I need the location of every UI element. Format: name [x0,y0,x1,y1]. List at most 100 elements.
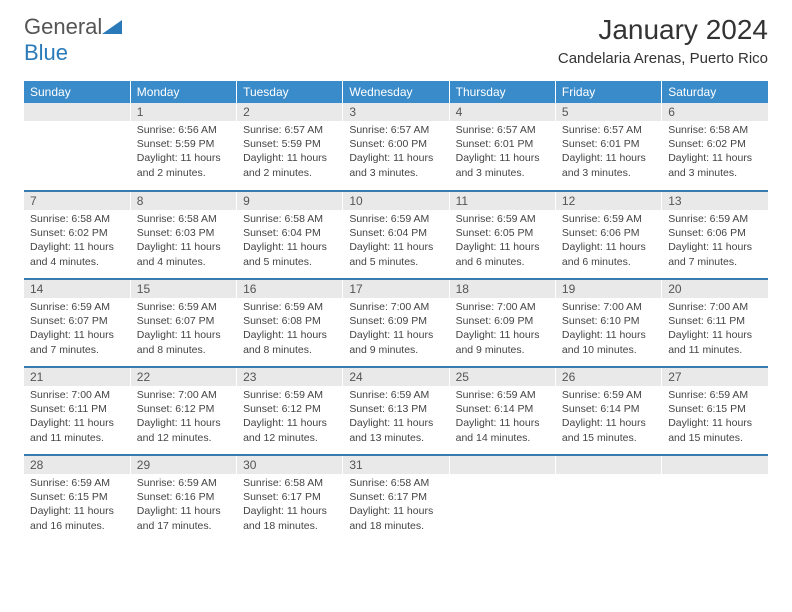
sunrise-line: Sunrise: 6:59 AM [668,389,748,401]
daylight-line: Daylight: 11 hours and 18 minutes. [349,505,433,531]
calendar-cell: 14Sunrise: 6:59 AMSunset: 6:07 PMDayligh… [24,279,130,367]
sunset-line: Sunset: 6:17 PM [349,491,427,503]
sunrise-line: Sunrise: 6:56 AM [137,124,217,136]
day-details: Sunrise: 6:59 AMSunset: 6:08 PMDaylight:… [237,298,342,361]
calendar-cell: 17Sunrise: 7:00 AMSunset: 6:09 PMDayligh… [343,279,449,367]
day-details: Sunrise: 6:59 AMSunset: 6:06 PMDaylight:… [556,210,661,273]
calendar-cell: 19Sunrise: 7:00 AMSunset: 6:10 PMDayligh… [555,279,661,367]
daylight-line: Daylight: 11 hours and 3 minutes. [349,152,433,178]
daylight-line: Daylight: 11 hours and 4 minutes. [30,241,114,267]
daylight-line: Daylight: 11 hours and 11 minutes. [30,417,114,443]
sunrise-line: Sunrise: 6:59 AM [668,213,748,225]
calendar-cell: 9Sunrise: 6:58 AMSunset: 6:04 PMDaylight… [237,191,343,279]
weekday-header: Friday [555,81,661,103]
daylight-line: Daylight: 11 hours and 6 minutes. [456,241,540,267]
sunset-line: Sunset: 6:16 PM [137,491,215,503]
calendar-cell: 16Sunrise: 6:59 AMSunset: 6:08 PMDayligh… [237,279,343,367]
day-details: Sunrise: 6:58 AMSunset: 6:17 PMDaylight:… [237,474,342,537]
sunset-line: Sunset: 6:13 PM [349,403,427,415]
sunset-line: Sunset: 6:12 PM [137,403,215,415]
page-header: General January 2024 Candelaria Arenas, … [0,0,792,71]
day-details: Sunrise: 7:00 AMSunset: 6:10 PMDaylight:… [556,298,661,361]
day-number: 22 [131,368,236,386]
day-details: Sunrise: 6:57 AMSunset: 5:59 PMDaylight:… [237,121,342,184]
sunrise-line: Sunrise: 6:59 AM [30,477,110,489]
weekday-header: Saturday [662,81,768,103]
daylight-line: Daylight: 11 hours and 3 minutes. [456,152,540,178]
sunset-line: Sunset: 5:59 PM [243,138,321,150]
calendar-cell: 6Sunrise: 6:58 AMSunset: 6:02 PMDaylight… [662,103,768,191]
day-number-empty [662,456,768,474]
day-details: Sunrise: 7:00 AMSunset: 6:09 PMDaylight:… [450,298,555,361]
calendar-cell: 18Sunrise: 7:00 AMSunset: 6:09 PMDayligh… [449,279,555,367]
daylight-line: Daylight: 11 hours and 18 minutes. [243,505,327,531]
daylight-line: Daylight: 11 hours and 5 minutes. [349,241,433,267]
day-details: Sunrise: 6:59 AMSunset: 6:05 PMDaylight:… [450,210,555,273]
calendar-row: 7Sunrise: 6:58 AMSunset: 6:02 PMDaylight… [24,191,768,279]
day-details: Sunrise: 6:58 AMSunset: 6:03 PMDaylight:… [131,210,236,273]
sunset-line: Sunset: 6:08 PM [243,315,321,327]
sunrise-line: Sunrise: 6:57 AM [456,124,536,136]
sunset-line: Sunset: 6:03 PM [137,227,215,239]
daylight-line: Daylight: 11 hours and 15 minutes. [562,417,646,443]
day-number: 25 [450,368,555,386]
daylight-line: Daylight: 11 hours and 16 minutes. [30,505,114,531]
daylight-line: Daylight: 11 hours and 12 minutes. [137,417,221,443]
sunrise-line: Sunrise: 7:00 AM [456,301,536,313]
calendar-table: SundayMondayTuesdayWednesdayThursdayFrid… [24,81,768,543]
sunrise-line: Sunrise: 6:59 AM [243,389,323,401]
calendar-cell: 12Sunrise: 6:59 AMSunset: 6:06 PMDayligh… [555,191,661,279]
calendar-cell: 8Sunrise: 6:58 AMSunset: 6:03 PMDaylight… [130,191,236,279]
day-details: Sunrise: 6:59 AMSunset: 6:16 PMDaylight:… [131,474,236,537]
day-details: Sunrise: 6:58 AMSunset: 6:02 PMDaylight:… [662,121,768,184]
sunrise-line: Sunrise: 6:58 AM [243,213,323,225]
day-number-empty [450,456,555,474]
calendar-cell: 26Sunrise: 6:59 AMSunset: 6:14 PMDayligh… [555,367,661,455]
daylight-line: Daylight: 11 hours and 13 minutes. [349,417,433,443]
calendar-cell: 13Sunrise: 6:59 AMSunset: 6:06 PMDayligh… [662,191,768,279]
sunrise-line: Sunrise: 6:58 AM [349,477,429,489]
sunrise-line: Sunrise: 6:58 AM [30,213,110,225]
day-number: 6 [662,103,768,121]
day-details: Sunrise: 6:59 AM Sunset: 6:15 PM Daylight:… [662,386,768,449]
day-number: 15 [131,280,236,298]
title-block: January 2024 Candelaria Arenas, Puerto R… [558,14,768,67]
day-number: 18 [450,280,555,298]
sunset-line: Sunset: 6:07 PM [137,315,215,327]
calendar-cell: 20Sunrise: 7:00 AMSunset: 6:11 PMDayligh… [662,279,768,367]
day-details: Sunrise: 6:56 AMSunset: 5:59 PMDaylight:… [131,121,236,184]
daylight-line: Daylight: 11 hours and 2 minutes. [243,152,327,178]
daylight-line: Daylight: 11 hours and 15 minutes. [668,417,752,443]
sunset-line: Sunset: 6:09 PM [456,315,534,327]
calendar-cell: 4Sunrise: 6:57 AMSunset: 6:01 PMDaylight… [449,103,555,191]
sunrise-line: Sunrise: 6:57 AM [562,124,642,136]
logo-text-blue: Blue [24,40,68,65]
day-number-empty [556,456,661,474]
daylight-line: Daylight: 11 hours and 6 minutes. [562,241,646,267]
calendar-row: 14Sunrise: 6:59 AMSunset: 6:07 PMDayligh… [24,279,768,367]
day-number: 28 [24,456,130,474]
day-details: Sunrise: 6:58 AM Sunset: 6:17 PM Daylight:… [343,474,448,537]
sunrise-line: Sunrise: 7:00 AM [137,389,217,401]
sunrise-line: Sunrise: 7:00 AM [349,301,429,313]
calendar-cell: 22 Sunrise: 7:00 AM Sunset: 6:12 PM Dayligh… [130,367,236,455]
daylight-line: Daylight: 11 hours and 2 minutes. [137,152,221,178]
sunset-line: Sunset: 6:15 PM [30,491,108,503]
weekday-row: SundayMondayTuesdayWednesdayThursdayFrid… [24,81,768,103]
calendar-cell: 5Sunrise: 6:57 AMSunset: 6:01 PMDaylight… [555,103,661,191]
sunset-line: Sunset: 6:04 PM [243,227,321,239]
day-number: 3 [343,103,448,121]
sunset-line: Sunset: 6:15 PM [668,403,746,415]
calendar-cell: 1Sunrise: 6:56 AMSunset: 5:59 PMDaylight… [130,103,236,191]
daylight-line: Daylight: 11 hours and 3 minutes. [668,152,752,178]
daylight-line: Daylight: 11 hours and 9 minutes. [349,329,433,355]
calendar-cell: 25Sunrise: 6:59 AMSunset: 6:14 PMDayligh… [449,367,555,455]
sunset-line: Sunset: 6:17 PM [243,491,321,503]
daylight-line: Daylight: 11 hours and 4 minutes. [137,241,221,267]
daylight-line: Daylight: 11 hours and 11 minutes. [668,329,752,355]
day-number: 31 [343,456,448,474]
sunset-line: Sunset: 6:06 PM [562,227,640,239]
logo-triangle-icon [102,16,122,39]
sunset-line: Sunset: 6:02 PM [668,138,746,150]
daylight-line: Daylight: 11 hours and 3 minutes. [562,152,646,178]
